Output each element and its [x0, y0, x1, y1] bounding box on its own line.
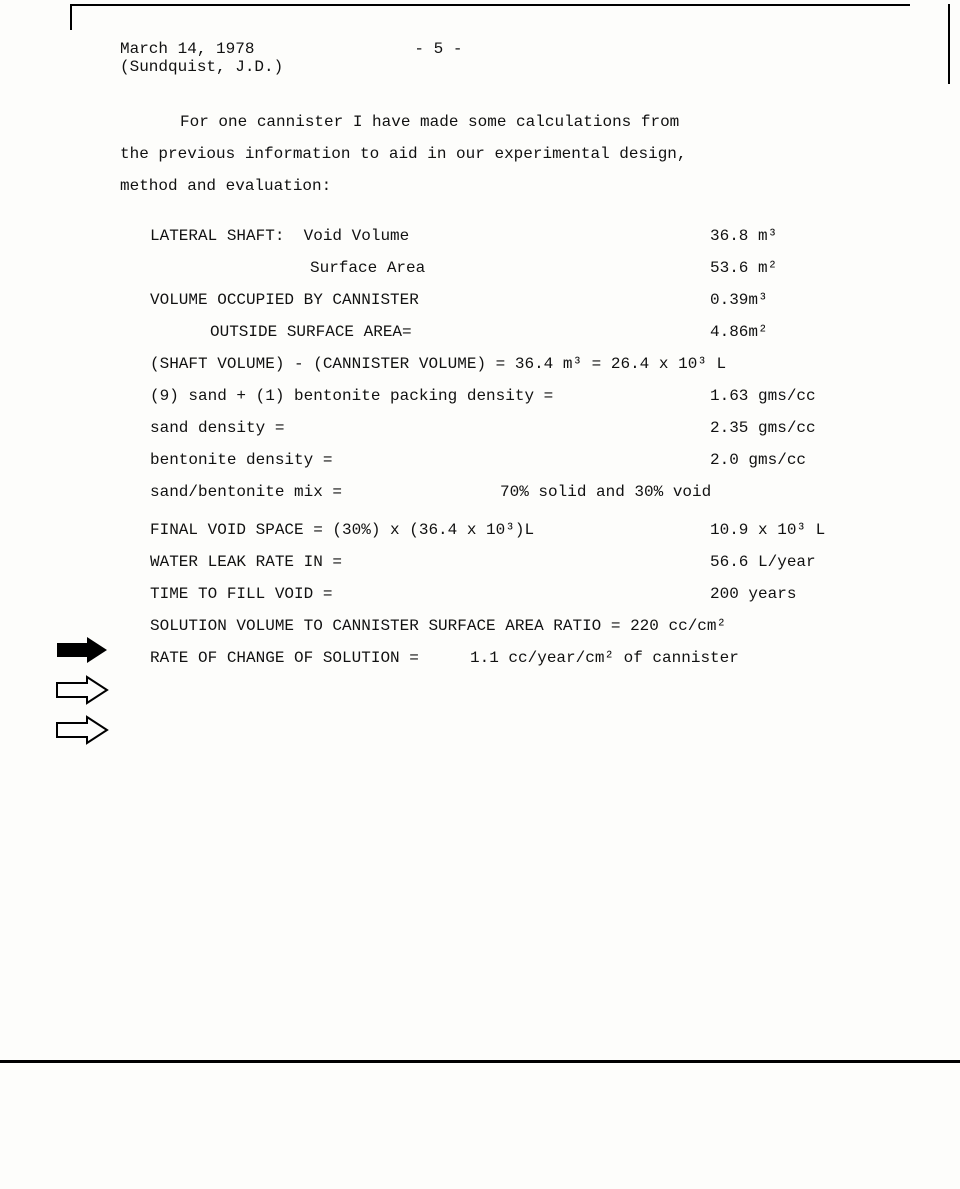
intro-line-2: the previous information to aid in our e… — [120, 138, 900, 170]
row-label: TIME TO FILL VOID = — [150, 578, 710, 610]
row-value: 36.8 m³ — [710, 220, 777, 252]
row-value: 70% solid and 30% void — [500, 476, 711, 508]
row-label: RATE OF CHANGE OF SOLUTION = — [150, 642, 470, 674]
intro-line-1: For one cannister I have made some calcu… — [120, 106, 900, 138]
row-value: 2.35 gms/cc — [710, 412, 816, 444]
row-full: SOLUTION VOLUME TO CANNISTER SURFACE ARE… — [150, 610, 726, 642]
row-value: 10.9 x 10³ L — [710, 514, 825, 546]
data-block: LATERAL SHAFT: Void Volume36.8 m³ Surfac… — [150, 220, 900, 674]
row-label: VOLUME OCCUPIED BY CANNISTER — [150, 284, 710, 316]
row-label: FINAL VOID SPACE = (30%) x (36.4 x 10³)L — [150, 514, 710, 546]
row-label: bentonite density = — [150, 444, 710, 476]
row-label: sand density = — [150, 412, 710, 444]
row-value: 56.6 L/year — [710, 546, 816, 578]
header-author: (Sundquist, J.D.) — [120, 58, 900, 76]
row-value: 4.86m² — [710, 316, 768, 348]
arrow-outline-icon — [55, 715, 110, 745]
row-value: 1.1 cc/year/cm² of cannister — [470, 642, 739, 674]
row-label: WATER LEAK RATE IN = — [150, 546, 710, 578]
intro-line-3: method and evaluation: — [120, 170, 900, 202]
row-label: LATERAL SHAFT: Void Volume — [150, 220, 710, 252]
row-label: Surface Area — [310, 252, 710, 284]
row-value: 53.6 m² — [710, 252, 777, 284]
row-value: 2.0 gms/cc — [710, 444, 806, 476]
arrow-filled-icon — [55, 635, 110, 665]
arrow-outline-icon — [55, 675, 110, 705]
margin-arrows — [55, 635, 110, 755]
page-body: March 14, 1978 - 5 - (Sundquist, J.D.) F… — [0, 0, 960, 714]
row-full: (SHAFT VOLUME) - (CANNISTER VOLUME) = 36… — [150, 348, 726, 380]
bottom-rule — [0, 1060, 960, 1063]
header-page-number: - 5 - — [414, 40, 462, 58]
row-label: sand/bentonite mix = — [150, 476, 500, 508]
row-label: OUTSIDE SURFACE AREA= — [210, 316, 710, 348]
row-value: 0.39m³ — [710, 284, 768, 316]
header-date: March 14, 1978 — [120, 40, 254, 58]
row-value: 200 years — [710, 578, 796, 610]
row-label: (9) sand + (1) bentonite packing density… — [150, 380, 710, 412]
row-value: 1.63 gms/cc — [710, 380, 816, 412]
